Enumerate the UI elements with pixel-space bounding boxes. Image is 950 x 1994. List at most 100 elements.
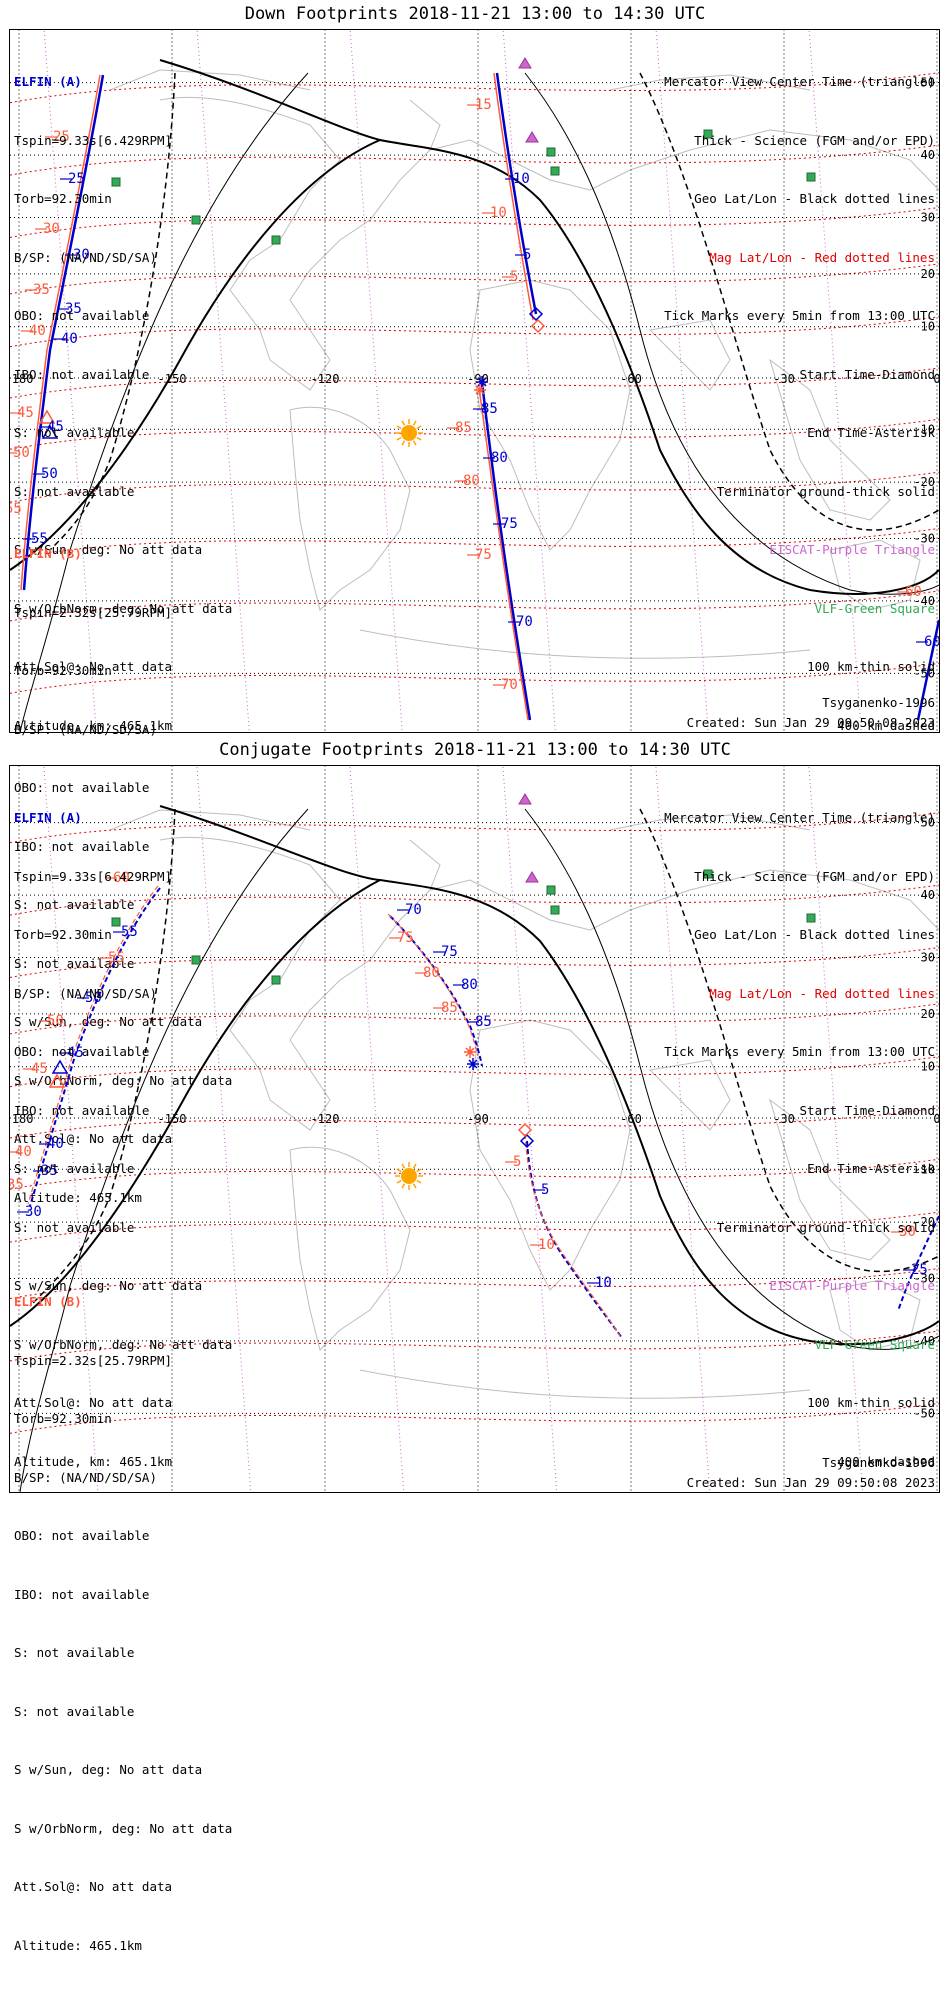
lat-tick-label: -10 bbox=[913, 422, 935, 436]
track-tick-label: 75 bbox=[475, 547, 492, 563]
mag-latitude-line bbox=[10, 263, 939, 295]
100km-curve bbox=[19, 808, 309, 1492]
legend-end: End Time-Asterisk bbox=[807, 425, 935, 440]
lat-tick-label: 50 bbox=[921, 76, 935, 90]
lat-tick-label: -30 bbox=[913, 532, 935, 546]
info-line: S: not available bbox=[14, 1703, 135, 1719]
mag-latitude-line bbox=[10, 662, 939, 694]
track-tick-label: 60 bbox=[113, 870, 130, 886]
track-tick-label: 85 bbox=[455, 420, 472, 436]
info-line: S w/OrbNorm, deg: No att data bbox=[14, 1072, 233, 1088]
vlf-station-square bbox=[703, 869, 713, 879]
elfin-a-track bbox=[480, 381, 532, 721]
continent-outline bbox=[359, 629, 811, 659]
continent-outline bbox=[159, 96, 441, 391]
track-tick-label: 55 bbox=[108, 950, 125, 966]
sun-ray bbox=[401, 420, 406, 426]
continent-outline bbox=[359, 1369, 811, 1399]
elfin-a-track bbox=[526, 1140, 623, 1339]
vlf-station-square bbox=[806, 172, 816, 182]
lat-tick-label: 40 bbox=[921, 888, 935, 902]
track-tick-label: 85 bbox=[481, 401, 498, 417]
legend-end: End Time-Asterisk bbox=[807, 1161, 935, 1176]
elfin-b-track bbox=[524, 1133, 621, 1337]
track-tick-label: 60 bbox=[905, 584, 922, 600]
sun-ray bbox=[412, 440, 417, 446]
legend-geo: Geo Lat/Lon - Black dotted lines bbox=[694, 927, 935, 942]
elfin-b-track bbox=[493, 72, 534, 321]
continent-outline bbox=[829, 1279, 921, 1351]
start-diamond bbox=[530, 318, 546, 334]
track-tick-label: 5 bbox=[541, 1182, 549, 1198]
lon-tick-label: -180 bbox=[10, 1112, 33, 1126]
legend-eiscat: EISCAT-Purple Triangle bbox=[769, 1278, 935, 1293]
center-time-triangle bbox=[51, 1059, 69, 1074]
legend-eiscat: EISCAT-Purple Triangle bbox=[769, 542, 935, 557]
created-label: Created: Sun Jan 29 09:50:08 2023 bbox=[686, 1475, 935, 1490]
track-tick-label: 15 bbox=[475, 97, 492, 113]
info-line: IBO: not available bbox=[14, 1102, 150, 1118]
track-tick-label: 10 bbox=[513, 171, 530, 187]
info-line: Altitude: 465.1km bbox=[14, 1937, 142, 1953]
info-line: S w/OrbNorm, deg: No att data bbox=[14, 1336, 233, 1352]
elfin-a-info-down: ELFIN (A) Tspin=9.33s[6.429RPM] Torb=92.… bbox=[14, 33, 232, 774]
info-line: S w/Sun, deg: No att data bbox=[14, 542, 203, 557]
vlf-station-square bbox=[550, 166, 560, 176]
info-line: OBO: not available bbox=[14, 1528, 150, 1543]
info-line: B/SP: (NA/ND/SD/SA) bbox=[14, 249, 157, 265]
mag-latitude-line bbox=[10, 1003, 939, 1035]
legend-mercator: Mercator View Center Time (triangle) bbox=[664, 810, 935, 825]
legend-thick: Thick - Science (FGM and/or EPD) bbox=[694, 132, 935, 148]
sun-ray bbox=[396, 1179, 402, 1184]
info-line: S: not available bbox=[14, 1161, 135, 1176]
track-tick-label: 85 bbox=[441, 1000, 458, 1016]
sun-ray bbox=[416, 1179, 422, 1184]
info-line: Att.Sol@: No att data bbox=[14, 1395, 173, 1410]
legend-start: Start Time-Diamond bbox=[799, 366, 935, 382]
legend-ticks: Tick Marks every 5min from 13:00 UTC bbox=[664, 1044, 935, 1059]
legend-100km: 100 km-thin solid bbox=[807, 1395, 935, 1410]
lon-tick-label: -120 bbox=[311, 1112, 340, 1126]
info-line: S: not available bbox=[14, 1645, 135, 1660]
lat-tick-label: -20 bbox=[913, 1215, 935, 1229]
model-label: Tsyganenko-1996 bbox=[822, 695, 935, 710]
track-tick-label: 45 bbox=[47, 419, 64, 435]
info-line: Torb=92.30min bbox=[14, 663, 112, 678]
mag-latitude-line bbox=[10, 528, 939, 560]
lon-tick-label: -60 bbox=[620, 1112, 642, 1126]
info-line: IBO: not available bbox=[14, 838, 150, 854]
sun-ray bbox=[416, 425, 422, 430]
continent-outline bbox=[769, 358, 891, 521]
sun-ray bbox=[401, 440, 406, 446]
info-line: S w/Sun, deg: No att data bbox=[14, 1014, 203, 1029]
lat-tick-label: -40 bbox=[913, 594, 935, 608]
info-line: B/SP: (NA/ND/SD/SA) bbox=[14, 985, 157, 1001]
vlf-station-square bbox=[271, 975, 281, 985]
elfin-a-track bbox=[22, 74, 105, 591]
track-tick-label: 70 bbox=[516, 614, 533, 630]
elfin-a-header: ELFIN (A) bbox=[14, 74, 82, 89]
lat-tick-label: 10 bbox=[921, 1060, 935, 1074]
lat-tick-label: 40 bbox=[921, 148, 935, 162]
info-line: S w/OrbNorm, deg: No att data bbox=[14, 600, 233, 616]
legend-thick: Thick - Science (FGM and/or EPD) bbox=[694, 868, 935, 884]
info-line: B/SP: (NA/ND/SD/SA) bbox=[14, 1469, 157, 1485]
terminator-curve bbox=[10, 59, 939, 595]
mag-latitude-line bbox=[10, 1268, 939, 1300]
mag-latitude-line bbox=[10, 316, 939, 348]
legend-terminator: Terminator ground-thick solid bbox=[716, 483, 935, 499]
elfin-b-track bbox=[20, 74, 101, 591]
legend-400km: 400 km-dashed bbox=[837, 1453, 935, 1469]
legend-mag: Mag Lat/Lon - Red dotted lines bbox=[709, 249, 935, 265]
eiscat-triangle bbox=[525, 871, 539, 883]
track-tick-label: 35 bbox=[41, 1163, 58, 1179]
lon-tick-label: -30 bbox=[773, 372, 795, 386]
sun-icon bbox=[401, 425, 417, 441]
info-line: B/SP: (NA/ND/SD/SA) bbox=[14, 721, 157, 737]
400km-curve bbox=[29, 808, 176, 1307]
track-tick-label: 55 bbox=[10, 501, 22, 517]
sun-ray bbox=[416, 436, 422, 441]
end-asterisk bbox=[464, 1046, 476, 1058]
elfin-b-info-down: ELFIN (B) Tspin=2.32s[25.79RPM] Torb=92.… bbox=[14, 505, 232, 1246]
mag-latitude-line bbox=[10, 72, 939, 104]
